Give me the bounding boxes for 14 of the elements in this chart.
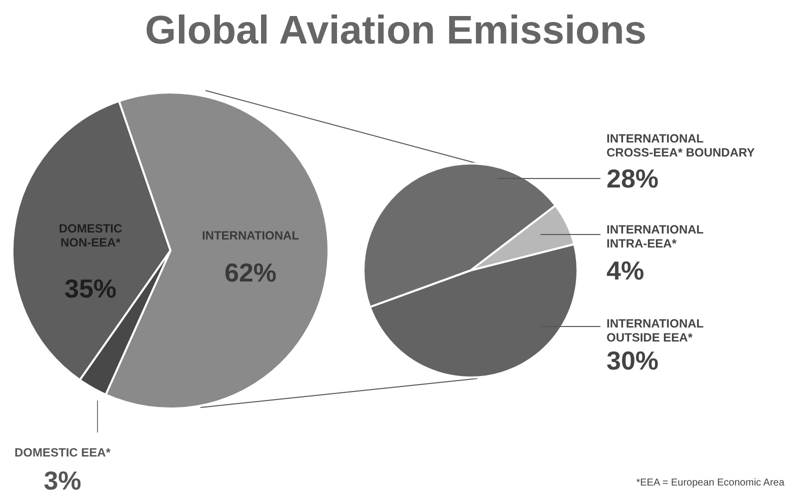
data-label: 3% — [44, 466, 82, 493]
slice-label: INTERNATIONAL CROSS-EEA* BOUNDARY — [606, 132, 755, 160]
data-label: 35% — [64, 274, 117, 304]
data-label: 30% — [606, 346, 659, 376]
slice-label: INTERNATIONAL OUTSIDE EEA* — [606, 316, 704, 344]
slice-label: DOMESTIC NON-EEA* — [58, 222, 122, 250]
slice-label: INTERNATIONAL — [202, 228, 300, 242]
slice-label: INTERNATIONAL INTRA-EEA* — [606, 222, 704, 250]
data-label: 28% — [606, 164, 659, 194]
data-label: 62% — [224, 258, 277, 288]
data-label: 4% — [606, 256, 644, 286]
text: *EEA = European Economic Area — [636, 478, 785, 488]
chart-title: Global Aviation Emissions — [144, 8, 647, 52]
slice-label: DOMESTIC EEA* — [14, 446, 111, 460]
